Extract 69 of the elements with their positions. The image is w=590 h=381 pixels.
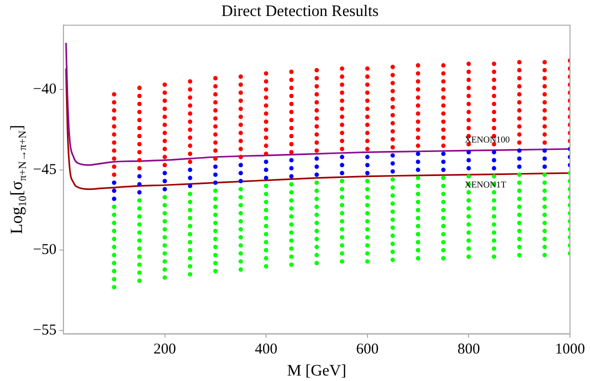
point <box>416 160 420 164</box>
point <box>365 170 370 176</box>
y-tick-label: −55 <box>32 322 56 339</box>
point <box>441 168 446 172</box>
point <box>365 154 370 160</box>
point <box>264 160 268 164</box>
x-tick-label: 200 <box>154 342 176 358</box>
x-tick-label: 800 <box>457 342 480 358</box>
y-axis-title: Log10[σπ+N→π+N] <box>7 124 29 234</box>
point <box>314 164 319 169</box>
point <box>264 176 268 180</box>
point <box>492 166 496 170</box>
point <box>390 161 395 166</box>
y-tick-label: −45 <box>32 162 56 178</box>
point <box>188 184 192 188</box>
point <box>492 150 496 154</box>
point <box>517 156 522 161</box>
point <box>466 158 471 162</box>
point <box>390 169 395 174</box>
point <box>466 166 471 170</box>
point <box>416 168 420 172</box>
point <box>416 152 420 156</box>
point <box>542 156 547 161</box>
point <box>517 148 522 153</box>
point <box>340 154 344 160</box>
point <box>264 168 268 172</box>
point <box>441 152 446 156</box>
x-tick-label: 1000 <box>555 342 585 358</box>
point <box>162 170 167 176</box>
point <box>137 182 142 187</box>
point <box>365 162 370 168</box>
point <box>340 170 344 176</box>
series-label: XENON1T <box>464 180 507 190</box>
point <box>289 174 294 178</box>
y-tick-label: −40 <box>32 81 56 98</box>
point <box>492 158 496 162</box>
point <box>162 178 167 184</box>
x-axis-title: M [GeV] <box>287 362 346 380</box>
point <box>289 158 294 162</box>
point <box>213 180 218 185</box>
point <box>162 186 167 192</box>
point <box>314 156 319 161</box>
point <box>466 150 471 154</box>
point <box>390 153 395 158</box>
point <box>238 170 243 176</box>
point <box>238 162 243 168</box>
point <box>112 180 116 185</box>
point <box>112 188 116 193</box>
point <box>188 176 192 180</box>
chart-title: Direct Detection Results <box>221 2 379 20</box>
point <box>542 164 547 169</box>
point <box>238 178 243 184</box>
point <box>137 174 142 178</box>
x-tick-label: 600 <box>356 342 379 358</box>
line-series <box>65 42 570 166</box>
x-tick-label: 400 <box>254 342 278 358</box>
point <box>188 168 192 172</box>
series-label: XENON100 <box>464 134 510 144</box>
point <box>112 196 116 201</box>
y-tick-label: −50 <box>32 242 56 258</box>
point <box>213 164 218 169</box>
point <box>517 164 522 169</box>
point <box>542 148 547 153</box>
point <box>289 166 294 170</box>
point <box>213 172 218 177</box>
point <box>441 160 446 164</box>
point <box>137 190 142 195</box>
point <box>340 162 344 168</box>
point <box>314 172 319 177</box>
